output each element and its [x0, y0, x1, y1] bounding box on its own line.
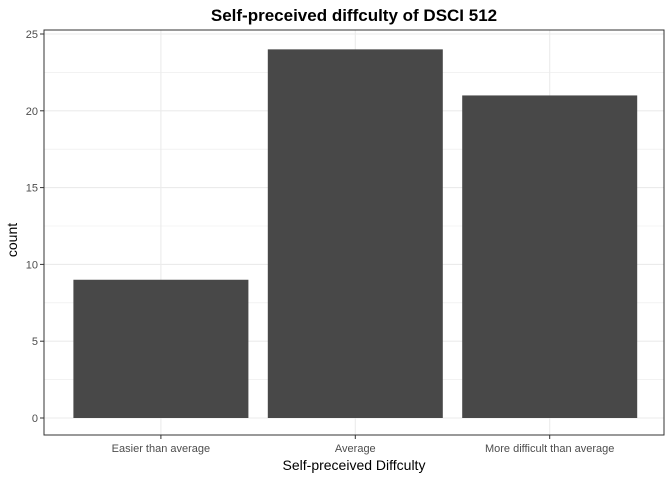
x-tick-label: More difficult than average: [485, 443, 614, 455]
y-tick-label: 10: [26, 259, 38, 271]
bar-more-difficult-than-average: [462, 95, 638, 418]
bars: [73, 49, 638, 419]
panel-border: [43, 29, 665, 436]
bar-average: [267, 49, 443, 419]
y-tick-label: 5: [32, 336, 38, 348]
y-tick-label: 0: [32, 413, 38, 425]
bar-easier-than-average: [73, 279, 249, 418]
y-tick-label: 15: [26, 183, 38, 195]
x-axis-title: Self-preceived Diffculty: [283, 457, 426, 473]
y-tick-label: 25: [26, 29, 38, 41]
x-tick-label: Easier than average: [112, 443, 210, 455]
x-axis: Easier than average Average More difficult…: [112, 435, 614, 455]
x-tick-label: Average: [335, 443, 376, 455]
y-axis: 0 5 10 15 20 25: [26, 29, 44, 425]
chart-title: Self-preceived diffculty of DSCI 512: [211, 6, 497, 25]
y-axis-title: count: [4, 223, 20, 257]
y-tick-label: 20: [26, 106, 38, 118]
